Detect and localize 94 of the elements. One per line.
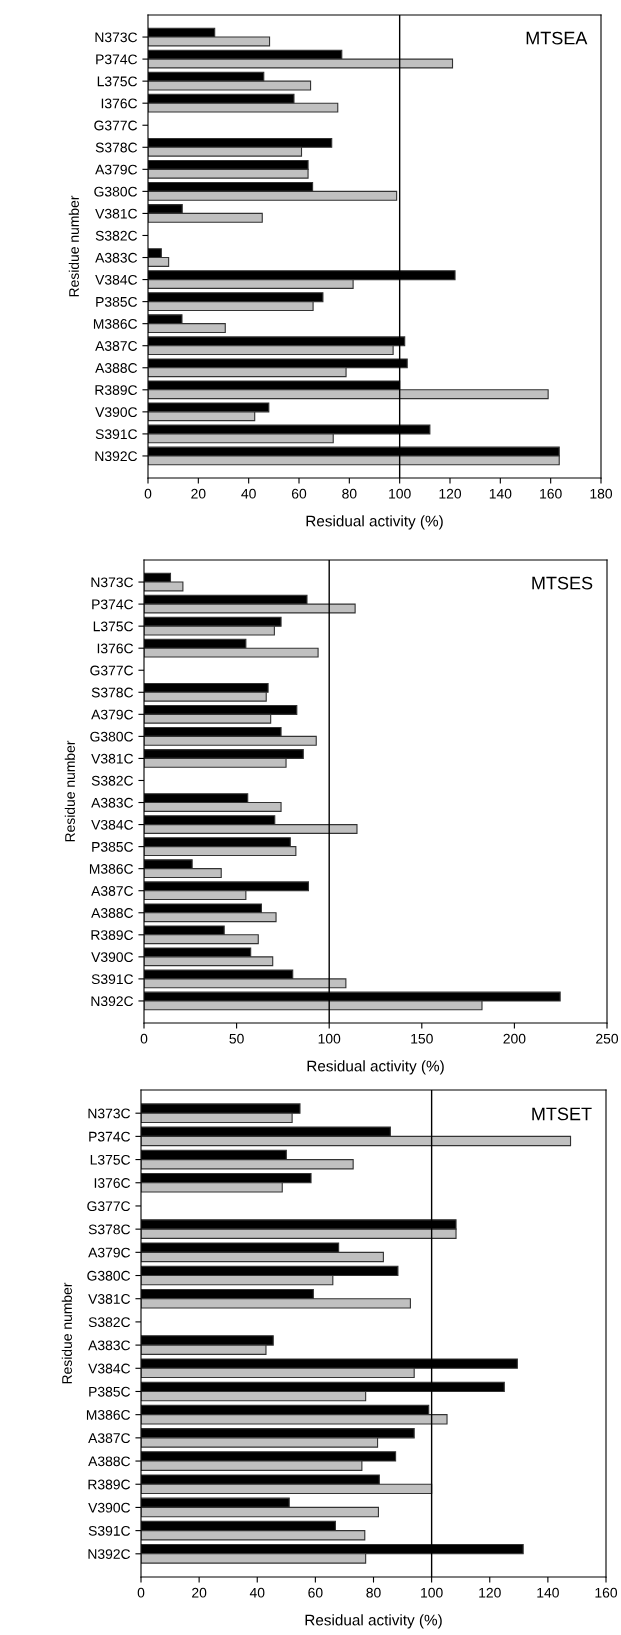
- text: MTSET: [532, 1107, 592, 1121]
- y-tick-label: S378C: [88, 1224, 131, 1235]
- y-tick-label: S391C: [91, 974, 134, 985]
- y-tick-label: V390C: [88, 1502, 131, 1513]
- y-tick-label: P374C: [89, 1131, 131, 1142]
- y-tick-label: S382C: [91, 775, 134, 786]
- y-tick-label: R389C: [91, 930, 134, 940]
- y-tick-label: G377C: [90, 665, 134, 676]
- x-tick-label: 100: [389, 488, 411, 499]
- y-tick-label: A379C: [88, 1247, 131, 1258]
- y-tick-label: G377C: [87, 1201, 131, 1212]
- x-tick-label: 60: [308, 1587, 323, 1598]
- x-tick-label: 100: [318, 1033, 341, 1044]
- y-tick-label: G377C: [94, 120, 138, 131]
- y-tick-label: V384C: [91, 819, 134, 830]
- x-tick-label: 200: [503, 1033, 526, 1044]
- x-tick-label: 80: [366, 1587, 381, 1598]
- x-tick-label: 50: [229, 1033, 244, 1044]
- y-tick-label: V384C: [95, 274, 138, 285]
- y-tick-label: M386C: [89, 864, 134, 874]
- x-tick-label: 120: [439, 488, 462, 499]
- y-tick-label: V390C: [91, 952, 134, 963]
- y-tick-label: G380C: [87, 1270, 131, 1281]
- y-tick-label: L375C: [90, 1154, 131, 1165]
- x-tick-label: 40: [241, 488, 256, 499]
- x-tick-label: 40: [249, 1587, 265, 1598]
- y-tick-label: N392C: [91, 996, 134, 1007]
- x-tick-label: 140: [537, 1587, 559, 1598]
- x-tick-label: 80: [342, 488, 357, 499]
- y-tick-label: M386C: [93, 319, 138, 329]
- y-tick-label: A387C: [95, 341, 138, 351]
- x-tick-label: 60: [291, 488, 307, 499]
- y-tick-label: S382C: [95, 230, 138, 241]
- text: MTSEA: [526, 31, 588, 45]
- y-tick-label: V381C: [91, 753, 134, 764]
- y-tick-label: A383C: [95, 252, 138, 263]
- y-tick-label: A387C: [91, 886, 134, 896]
- x-tick-label: 0: [140, 1033, 148, 1044]
- x-tick-label: 20: [192, 1587, 207, 1598]
- x-tick-label: 20: [191, 488, 206, 499]
- y-tick-label: S391C: [95, 429, 138, 440]
- y-tick-label: S391C: [88, 1525, 131, 1536]
- x-tick-label: 140: [489, 488, 512, 499]
- y-tick-label: P374C: [96, 54, 138, 65]
- y-tick-label: S378C: [95, 142, 138, 153]
- y-tick-label: V384C: [88, 1363, 131, 1374]
- y-tick-label: N373C: [95, 32, 138, 43]
- x-axis-title: Residual activity (%): [306, 515, 443, 530]
- x-tick-label: 0: [144, 488, 152, 499]
- x-axis-title: Residual activity (%): [305, 1614, 442, 1629]
- y-tick-label: R389C: [95, 385, 138, 395]
- y-tick-label: A388C: [91, 908, 134, 918]
- y-tick-label: S378C: [91, 687, 134, 698]
- x-tick-label: 160: [540, 488, 562, 499]
- y-axis-title: Residue number: [61, 1282, 72, 1384]
- y-axis-title: Residue number: [64, 740, 75, 842]
- y-tick-label: G380C: [90, 731, 134, 742]
- y-tick-label: A388C: [95, 363, 138, 373]
- y-tick-label: I376C: [101, 98, 138, 109]
- x-tick-label: 120: [479, 1587, 501, 1598]
- y-tick-label: G380C: [94, 186, 138, 197]
- y-axis-title: Residue number: [68, 195, 79, 297]
- y-tick-label: L375C: [97, 76, 138, 87]
- y-tick-label: V381C: [88, 1294, 131, 1304]
- y-tick-label: A387C: [88, 1433, 131, 1444]
- y-tick-label: I376C: [94, 1178, 131, 1188]
- y-tick-label: P374C: [92, 599, 134, 610]
- x-tick-label: 150: [411, 1033, 433, 1044]
- y-tick-label: A379C: [95, 164, 138, 175]
- x-tick-label: 100: [421, 1587, 443, 1598]
- y-tick-label: N373C: [91, 577, 134, 588]
- y-tick-label: V390C: [95, 407, 138, 418]
- y-tick-label: S382C: [88, 1317, 131, 1328]
- text: MTSES: [532, 576, 593, 590]
- x-tick-label: 180: [590, 488, 613, 499]
- x-axis-title: Residual activity (%): [307, 1060, 444, 1075]
- y-tick-label: V381C: [95, 208, 138, 219]
- y-tick-label: M386C: [86, 1410, 131, 1420]
- y-tick-label: N392C: [95, 451, 138, 462]
- y-tick-label: N392C: [88, 1549, 131, 1559]
- y-tick-label: I376C: [97, 643, 134, 654]
- y-tick-label: R389C: [88, 1479, 131, 1490]
- x-tick-label: 160: [595, 1587, 618, 1598]
- x-tick-label: 0: [137, 1587, 145, 1598]
- y-tick-label: P385C: [89, 1386, 131, 1397]
- y-tick-label: A388C: [88, 1456, 131, 1467]
- y-tick-label: A383C: [91, 797, 134, 808]
- y-tick-label: P385C: [92, 841, 134, 852]
- y-tick-label: L375C: [93, 621, 134, 632]
- y-tick-label: P385C: [96, 296, 138, 307]
- y-tick-label: N373C: [88, 1108, 131, 1119]
- y-tick-label: A383C: [88, 1340, 131, 1351]
- y-tick-label: A379C: [91, 709, 134, 720]
- x-tick-label: 250: [596, 1033, 619, 1044]
